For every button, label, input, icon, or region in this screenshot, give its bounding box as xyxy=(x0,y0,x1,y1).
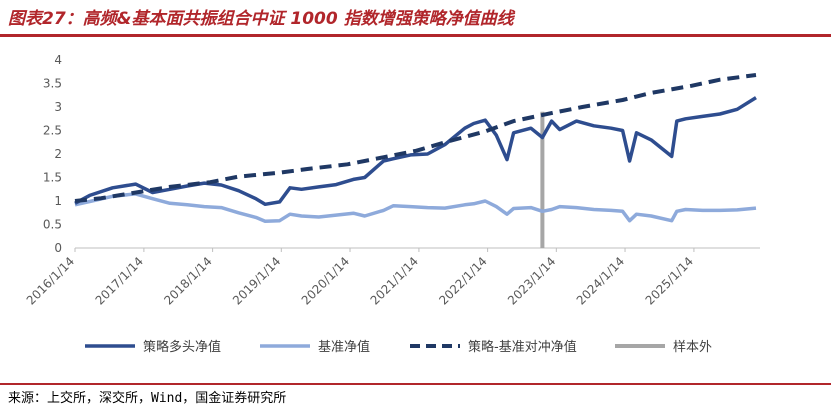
source-divider xyxy=(0,383,831,385)
x-tick-label: 2022/1/14 xyxy=(436,254,489,307)
legend-label: 基准净值 xyxy=(318,339,370,355)
series-line-3 xyxy=(74,73,757,203)
x-tick-label: 2019/1/14 xyxy=(230,254,283,307)
x-tick-label: 2017/1/14 xyxy=(93,254,146,307)
legend-label: 策略-基准对冲净值 xyxy=(468,339,577,355)
y-tick-label: 4 xyxy=(54,53,62,67)
plot-lines xyxy=(74,73,757,248)
chart-title: 图表27：高频&基本面共振组合中证 1000 指数增强策略净值曲线 xyxy=(8,9,514,29)
series-line-2 xyxy=(74,192,757,223)
y-tick-label: 3.5 xyxy=(43,77,62,91)
legend-label: 样本外 xyxy=(673,340,712,355)
x-tick-label: 2018/1/14 xyxy=(161,254,214,307)
x-tick-label: 2024/1/14 xyxy=(574,254,627,307)
y-tick-label: 2 xyxy=(54,147,62,161)
y-tick-label: 1.5 xyxy=(43,171,62,185)
x-tick-label: 2023/1/14 xyxy=(505,254,558,307)
legend: 策略多头净值 基准净值 策略-基准对冲净值 样本外 xyxy=(85,339,712,355)
x-tick-label: 2025/1/14 xyxy=(643,254,696,307)
y-tick-label: 0.5 xyxy=(43,218,62,232)
x-tick-label: 2016/1/14 xyxy=(24,254,77,307)
title-divider xyxy=(0,34,831,37)
nav-chart: 0 0.5 1 1.5 2 2.5 3 3.5 4 2016/1/14 2017/1/14 2018… xyxy=(24,53,760,355)
source-note: 来源：上交所，深交所，Wind，国金证券研究所 xyxy=(8,391,287,406)
y-tick-label: 0 xyxy=(54,241,62,255)
x-axis: 2016/1/14 2017/1/14 2018/1/14 2019/1/14 2020… xyxy=(24,247,760,308)
legend-label: 策略多头净值 xyxy=(143,339,221,355)
y-tick-label: 3 xyxy=(54,100,62,114)
series-line-1 xyxy=(74,96,757,207)
y-tick-label: 1 xyxy=(54,194,62,208)
y-axis: 0 0.5 1 1.5 2 2.5 3 3.5 4 xyxy=(43,53,62,255)
x-tick-label: 2020/1/14 xyxy=(299,254,352,307)
y-tick-label: 2.5 xyxy=(43,124,62,138)
x-tick-label: 2021/1/14 xyxy=(368,254,421,307)
